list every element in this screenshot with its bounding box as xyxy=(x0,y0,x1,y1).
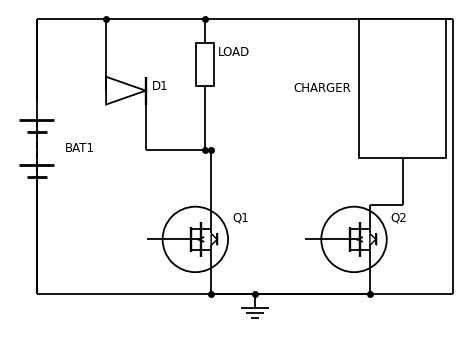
Bar xyxy=(359,19,447,158)
Bar xyxy=(196,43,214,86)
Polygon shape xyxy=(211,234,217,246)
Polygon shape xyxy=(106,77,146,105)
Text: CHARGER: CHARGER xyxy=(293,82,351,95)
Text: LOAD: LOAD xyxy=(218,46,250,59)
Text: Q2: Q2 xyxy=(391,211,408,224)
Text: D1: D1 xyxy=(152,80,168,93)
Text: BAT1: BAT1 xyxy=(64,142,94,155)
Polygon shape xyxy=(370,234,376,246)
Text: Q1: Q1 xyxy=(232,211,249,224)
